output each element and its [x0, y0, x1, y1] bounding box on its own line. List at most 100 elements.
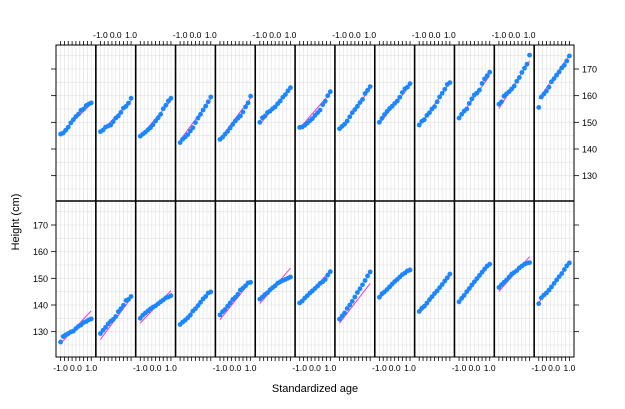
x-tick-label: 0.0 — [229, 363, 241, 373]
y-tick-label: 140 — [582, 145, 597, 155]
data-point — [469, 282, 475, 288]
data-point — [344, 118, 350, 124]
data-point — [113, 314, 119, 319]
data-point — [285, 88, 291, 94]
data-point — [185, 132, 191, 138]
data-point — [461, 293, 467, 298]
data-point — [160, 106, 166, 112]
data-point — [272, 104, 278, 110]
data-point — [342, 310, 347, 316]
data-point — [360, 97, 365, 102]
data-point — [240, 109, 246, 115]
data-point — [63, 127, 69, 133]
x-tick-label: -1.0 — [253, 30, 268, 40]
data-point — [325, 93, 331, 99]
x-tick-label: -1.0 — [93, 30, 108, 40]
data-point — [205, 99, 211, 105]
data-point — [325, 272, 331, 278]
x-tick-label: -1.0 — [372, 363, 387, 373]
data-point — [235, 291, 241, 297]
data-point — [360, 282, 365, 288]
data-point — [198, 299, 203, 305]
data-point — [437, 285, 442, 291]
data-point — [484, 73, 490, 79]
data-point — [357, 100, 363, 105]
data-point — [365, 87, 370, 93]
x-axis-label: Standardized age — [272, 383, 358, 395]
data-point — [347, 302, 353, 308]
data-point — [477, 273, 482, 278]
data-point — [439, 282, 445, 287]
data-point — [546, 84, 552, 90]
data-point — [444, 275, 450, 281]
data-point — [193, 306, 198, 312]
x-tick-label: -1.0 — [531, 363, 546, 373]
data-point — [479, 81, 485, 86]
data-point — [153, 118, 159, 124]
data-point — [427, 110, 432, 116]
x-tick-label: 1.0 — [364, 30, 376, 40]
y-tick-label: 170 — [33, 221, 48, 231]
x-tick-label: 0.0 — [389, 363, 401, 373]
data-point — [487, 69, 493, 75]
data-point — [283, 92, 288, 97]
x-tick-label: -1.0 — [332, 30, 347, 40]
y-tick-label: 150 — [33, 274, 48, 284]
data-point — [158, 111, 164, 117]
data-point — [58, 339, 63, 345]
x-tick-label: -1.0 — [53, 363, 68, 373]
data-point — [320, 102, 326, 108]
data-point — [128, 95, 134, 101]
data-point — [561, 267, 567, 272]
data-point — [349, 298, 355, 304]
data-point — [155, 115, 161, 121]
data-point — [288, 274, 293, 280]
data-point — [416, 122, 422, 128]
y-tick-label: 130 — [33, 327, 48, 337]
data-point — [394, 98, 400, 104]
data-point — [227, 300, 233, 306]
data-point — [399, 90, 405, 95]
data-point — [466, 286, 472, 291]
data-point — [208, 94, 214, 100]
x-tick-label: 0.0 — [468, 363, 480, 373]
data-point — [551, 76, 557, 81]
data-point — [499, 99, 504, 105]
data-point — [150, 122, 156, 128]
data-point — [227, 125, 233, 131]
data-point — [349, 110, 355, 116]
x-tick-label: 1.0 — [205, 30, 217, 40]
fit-line-bottom-8 — [339, 283, 371, 324]
data-point — [464, 106, 470, 112]
data-point — [407, 267, 413, 273]
data-point — [126, 100, 131, 106]
data-point — [524, 61, 530, 67]
data-point — [168, 293, 174, 299]
data-point — [203, 103, 209, 109]
data-point — [322, 277, 328, 282]
data-point — [198, 111, 203, 117]
data-point — [327, 89, 333, 95]
data-point — [277, 98, 283, 104]
data-point — [230, 122, 236, 127]
data-point — [163, 102, 169, 108]
data-point — [225, 129, 231, 134]
x-tick-label: 0.0 — [349, 30, 361, 40]
data-point — [556, 69, 562, 75]
data-point — [434, 99, 440, 105]
x-tick-label: -1.0 — [452, 363, 467, 373]
data-point — [447, 271, 453, 277]
data-point — [81, 106, 86, 112]
data-point — [407, 81, 413, 87]
data-point — [208, 289, 214, 295]
panel-frames — [55, 44, 575, 358]
data-point — [137, 315, 143, 321]
x-tick-label: 1.0 — [85, 363, 97, 373]
data-point — [128, 294, 134, 299]
data-point — [342, 121, 347, 127]
data-point — [245, 100, 251, 106]
data-point — [217, 312, 223, 318]
x-tick-label: -1.0 — [173, 30, 188, 40]
data-point — [225, 303, 231, 309]
